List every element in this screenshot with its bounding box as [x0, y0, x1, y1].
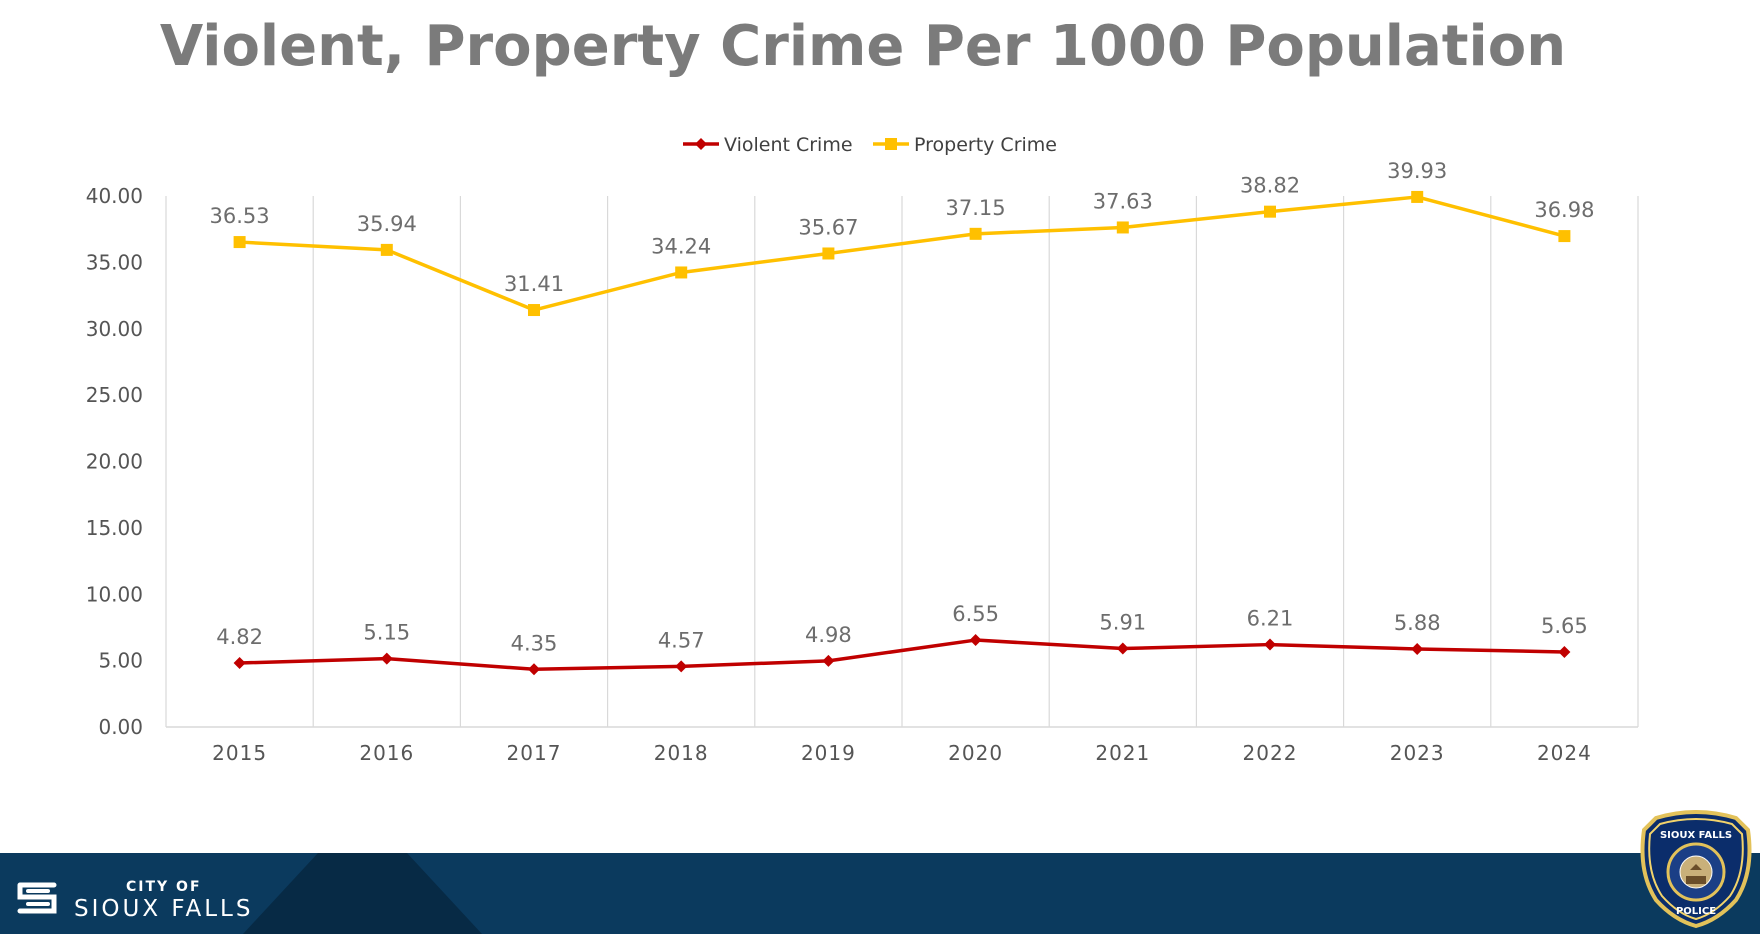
violent-crime-data-label: 5.91 — [1099, 611, 1146, 635]
violent-crime-data-label: 5.65 — [1541, 614, 1588, 638]
violent-crime-point — [1264, 638, 1276, 651]
violent-crime-data-label: 5.88 — [1394, 611, 1441, 635]
property-crime-point — [969, 227, 982, 240]
violent-crime-point — [822, 654, 835, 667]
police-badge-icon: SIOUX FALLS POLICE — [1640, 810, 1752, 928]
violent-crime-data-label: 5.15 — [363, 621, 410, 645]
footer-wedge-decoration — [243, 853, 482, 934]
violent-crime-point — [1411, 642, 1424, 655]
property-crime-point — [1264, 205, 1276, 218]
sioux-falls-logo-icon — [17, 882, 57, 914]
property-crime-data-label: 34.24 — [651, 234, 711, 258]
x-tick-label: 2018 — [654, 741, 709, 765]
violent-crime-data-label: 6.21 — [1247, 607, 1294, 631]
violent-crime-point — [1116, 642, 1129, 655]
violent-crime-point — [1558, 645, 1571, 658]
property-crime-point — [528, 304, 540, 317]
y-tick-label: 30.00 — [86, 317, 143, 341]
property-crime-point — [1411, 190, 1424, 203]
violent-crime-data-label: 4.98 — [805, 623, 852, 647]
property-crime-data-label: 36.98 — [1534, 198, 1594, 222]
legend: Violent Crime Property Crime — [683, 134, 1057, 156]
line-chart: 0.00 5.00 10.00 15.00 20.00 25.00 30.00 35.00 40… — [86, 134, 1639, 765]
violent-crime-data-label: 6.55 — [952, 602, 999, 626]
x-tick-label: 2015 — [212, 741, 267, 765]
badge-top-text: SIOUX FALLS — [1660, 830, 1732, 841]
legend-violent-crime-marker — [695, 138, 707, 150]
series: 4.82 5.15 4.35 4.57 4.98 6.55 5.91 6.21 5.88 5.65… — [210, 159, 1594, 676]
property-crime-data-label: 38.82 — [1240, 174, 1300, 198]
violent-crime-point — [528, 663, 540, 676]
x-tick-label: 2019 — [801, 741, 856, 765]
property-crime-line — [239, 195, 1565, 312]
x-tick-label: 2016 — [359, 741, 414, 765]
property-crime-data-label: 35.94 — [357, 212, 417, 236]
y-tick-label: 10.00 — [86, 582, 143, 606]
x-tick-label: 2024 — [1537, 741, 1592, 765]
property-crime-data-label: 35.67 — [798, 215, 858, 239]
chart-title: Violent, Property Crime Per 1000 Populat… — [159, 14, 1567, 79]
x-tick-label: 2022 — [1243, 741, 1298, 765]
violent-crime-point — [969, 634, 982, 647]
y-tick-label: 5.00 — [98, 649, 143, 673]
property-crime-point — [822, 247, 835, 260]
violent-crime-point — [233, 657, 246, 670]
y-tick-label: 35.00 — [86, 250, 143, 274]
y-tick-label: 15.00 — [86, 516, 143, 540]
city-of-label: CITY OF — [126, 879, 202, 895]
y-axis: 0.00 5.00 10.00 15.00 20.00 25.00 30.00 35.00 40… — [86, 184, 143, 739]
x-tick-label: 2021 — [1095, 741, 1150, 765]
violent-crime-line — [239, 638, 1565, 672]
x-axis: 2015 2016 2017 2018 2019 2020 2021 2022 2023 2024 — [212, 741, 1592, 765]
property-crime-data-label: 36.53 — [210, 204, 270, 228]
violent-crime-data-label: 4.35 — [511, 631, 558, 655]
footer-bar: CITY OF SIOUX FALLS — [0, 853, 1760, 934]
property-crime-point — [233, 236, 246, 249]
x-tick-label: 2023 — [1390, 741, 1445, 765]
property-crime-point — [675, 266, 688, 279]
property-crime-data-label: 31.41 — [504, 272, 564, 296]
x-tick-label: 2017 — [507, 741, 562, 765]
property-crime-data-label: 39.93 — [1387, 159, 1447, 183]
property-crime-data-label: 37.63 — [1093, 189, 1153, 213]
violent-crime-point — [380, 652, 393, 665]
property-crime-point — [1116, 221, 1129, 234]
property-crime-point — [380, 243, 393, 256]
x-tick-label: 2020 — [948, 741, 1003, 765]
y-tick-label: 25.00 — [86, 383, 143, 407]
violent-crime-data-label: 4.82 — [216, 625, 263, 649]
y-tick-label: 0.00 — [98, 715, 143, 739]
violent-crime-data-label: 4.57 — [658, 628, 705, 652]
y-tick-label: 20.00 — [86, 450, 143, 474]
property-crime-data-label: 37.15 — [946, 196, 1006, 220]
legend-property-crime-marker — [885, 138, 897, 150]
property-crime-point — [1558, 230, 1571, 243]
violent-crime-point — [675, 660, 688, 673]
y-tick-label: 40.00 — [86, 184, 143, 208]
legend-property-crime-label: Property Crime — [914, 134, 1057, 156]
gridlines — [165, 196, 1639, 728]
legend-violent-crime-label: Violent Crime — [724, 134, 853, 156]
city-name-label: SIOUX FALLS — [74, 896, 254, 922]
badge-bottom-text: POLICE — [1676, 906, 1716, 917]
